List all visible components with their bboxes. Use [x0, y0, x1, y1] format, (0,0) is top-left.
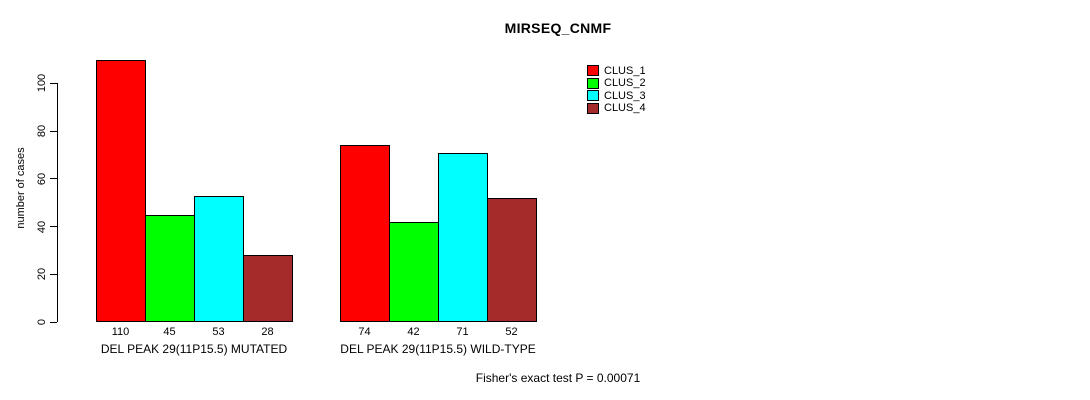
x-category-label: DEL PEAK 29(11P15.5) WILD-TYPE	[340, 342, 536, 356]
bar-clus_3-group1	[194, 195, 244, 322]
x-category-label: DEL PEAK 29(11P15.5) MUTATED	[100, 342, 288, 356]
legend-label: CLUS_2	[604, 77, 646, 89]
legend-label: CLUS_4	[604, 102, 646, 114]
y-tick-mark	[50, 82, 57, 84]
bar-value-label: 45	[163, 326, 176, 338]
y-tick-label: 100	[36, 74, 48, 93]
y-tick-label: 0	[36, 318, 48, 326]
bar-value-label: 42	[407, 326, 420, 338]
bar-value-label: 110	[111, 326, 130, 338]
bar-clus_1-group2	[340, 145, 390, 322]
legend-row: CLUS_1	[587, 64, 646, 77]
y-axis-label: number of cases	[15, 147, 27, 229]
bar-value-label: 28	[261, 326, 274, 338]
legend-label: CLUS_1	[604, 64, 646, 77]
y-tick-mark	[50, 226, 57, 228]
y-tick-mark	[50, 178, 57, 180]
y-tick-label: 60	[36, 172, 48, 185]
legend-row: CLUS_4	[587, 102, 646, 114]
legend-swatch-icon	[587, 102, 599, 114]
chart-title: MIRSEQ_CNMF	[504, 20, 612, 36]
bar-value-label: 52	[505, 326, 518, 338]
bar-clus_2-group2	[389, 221, 439, 322]
legend-swatch-icon	[587, 90, 599, 101]
legend-row: CLUS_3	[587, 89, 646, 102]
y-tick-mark	[50, 273, 57, 275]
annotation-text: Fisher's exact test P = 0.00071	[475, 371, 641, 385]
bar-clus_3-group2	[438, 152, 488, 322]
y-tick-label: 80	[36, 124, 48, 138]
y-tick-mark	[50, 130, 57, 132]
legend-label: CLUS_3	[604, 89, 646, 102]
y-tick-label: 20	[36, 268, 48, 281]
y-tick-label: 40	[36, 220, 48, 233]
bar-value-label: 74	[358, 326, 371, 338]
bar-clus_1-group1	[96, 59, 146, 322]
bar-value-label: 53	[212, 326, 225, 338]
bar-value-label: 71	[456, 326, 469, 338]
bar-clus_4-group1	[243, 255, 293, 322]
legend-swatch-icon	[587, 65, 599, 76]
y-tick-mark	[50, 321, 57, 323]
y-axis	[57, 83, 58, 322]
legend: CLUS_1 CLUS_2 CLUS_3 CLUS_4	[587, 65, 646, 114]
legend-swatch-icon	[587, 77, 599, 89]
legend-row: CLUS_2	[587, 77, 646, 89]
bar-clus_2-group1	[145, 214, 195, 322]
bar-clus_4-group2	[487, 197, 537, 322]
